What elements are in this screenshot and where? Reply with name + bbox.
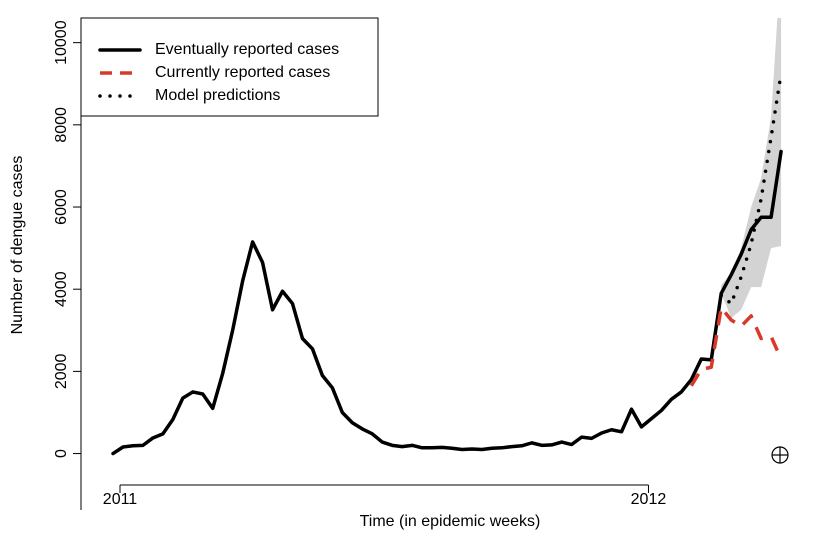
series-line [689, 305, 783, 387]
zoom-icon [771, 446, 789, 464]
x-tick-label: 2012 [631, 491, 667, 508]
series-line [111, 149, 783, 456]
plot-area [111, 18, 783, 456]
y-axis-label: Number of dengue cases [9, 156, 26, 335]
y-tick-label: 4000 [53, 271, 70, 307]
y-tick-label: 10000 [53, 20, 70, 65]
legend-box [80, 17, 379, 117]
y-tick-label: 0 [53, 449, 70, 458]
legend-label: Currently reported cases [155, 64, 330, 81]
prediction-interval [721, 18, 782, 318]
y-tick-label: 8000 [53, 107, 70, 143]
legend-label: Model predictions [155, 87, 280, 104]
y-tick-label: 2000 [53, 353, 70, 389]
x-axis-label: Time (in epidemic weeks) [360, 513, 541, 530]
legend-label: Eventually reported cases [155, 41, 339, 58]
x-tick-label: 2011 [103, 491, 138, 508]
y-tick-label: 6000 [53, 189, 70, 225]
